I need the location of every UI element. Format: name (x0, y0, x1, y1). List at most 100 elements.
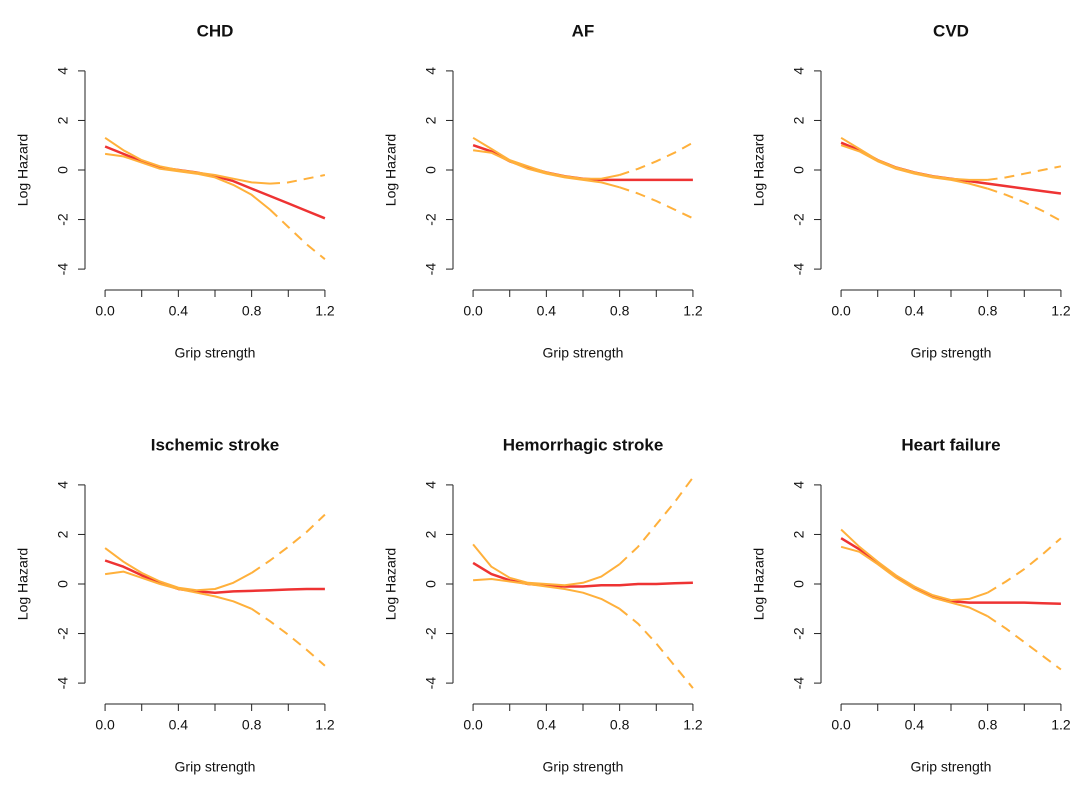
y-tick-label: -4 (791, 263, 807, 276)
panel-title: Heart failure (901, 435, 1000, 454)
line (104, 136, 271, 185)
ci-line-dashed (987, 615, 1062, 671)
ci-line-dashed (251, 513, 326, 574)
x-tick-label: 0.4 (169, 717, 189, 733)
x-tick-label: 0.0 (831, 717, 851, 733)
panel: AF Grip strength Log Hazard 0.0 0.4 0.8 1.2 -4 -… (383, 21, 703, 360)
y-tick-label: -4 (55, 677, 71, 690)
x-tick-label: 1.2 (1051, 717, 1071, 733)
x-axis-label: Grip strength (911, 345, 992, 361)
panel: Heart failure Grip strength Log Hazard 0.0 0… (751, 435, 1071, 774)
line (104, 547, 253, 592)
y-axis-label: Log Hazard (15, 134, 31, 206)
y-tick-label: -4 (791, 677, 807, 690)
x-axis-label: Grip strength (543, 345, 624, 361)
ci-line-dashed (251, 607, 326, 667)
x-tick-label: 0.8 (978, 717, 998, 733)
y-tick-label: 4 (423, 67, 439, 75)
line (104, 152, 271, 211)
line (104, 559, 325, 594)
x-axis-label: Grip strength (543, 759, 624, 775)
y-axis-label: Log Hazard (751, 548, 767, 620)
line (472, 149, 620, 189)
y-tick-label: -2 (55, 627, 71, 640)
y-axis-label: Log Hazard (751, 134, 767, 206)
line (840, 545, 989, 618)
ci-line-dashed (987, 537, 1062, 594)
y-axis-label: Log Hazard (383, 134, 399, 206)
y-tick-label: 4 (791, 67, 807, 75)
panel: CHD Grip strength Log Hazard 0.0 0.4 0.8 1.2 -4… (15, 21, 335, 360)
line (472, 543, 621, 587)
y-tick-label: 2 (55, 530, 71, 538)
panel: CVD Grip strength Log Hazard 0.0 0.4 0.8 1.2 -4… (751, 21, 1071, 360)
panel-title: Ischemic stroke (151, 435, 280, 454)
x-tick-label: 0.8 (242, 717, 262, 733)
x-tick-label: 0.0 (95, 303, 115, 319)
x-tick-label: 0.8 (610, 303, 630, 319)
x-tick-label: 0.4 (905, 717, 925, 733)
line (104, 570, 252, 610)
y-tick-label: 4 (55, 481, 71, 489)
panel-title: AF (572, 21, 595, 40)
y-tick-label: 2 (55, 116, 71, 124)
y-tick-label: -2 (55, 213, 71, 226)
y-tick-label: -2 (423, 213, 439, 226)
y-axis-label: Log Hazard (383, 548, 399, 620)
y-tick-label: 2 (791, 530, 807, 538)
x-tick-label: 1.2 (1051, 303, 1071, 319)
y-tick-label: 2 (423, 530, 439, 538)
y-tick-label: -2 (423, 627, 439, 640)
x-tick-label: 0.0 (831, 303, 851, 319)
ci-line-dashed (269, 174, 326, 185)
x-tick-label: 0.8 (242, 303, 262, 319)
ci-line-dashed (619, 141, 694, 176)
y-tick-label: 0 (791, 580, 807, 588)
x-tick-label: 1.2 (315, 303, 335, 319)
line (840, 141, 1062, 195)
x-tick-label: 0.4 (169, 303, 189, 319)
y-tick-label: -2 (791, 213, 807, 226)
line (472, 136, 620, 180)
x-tick-label: 0.8 (978, 303, 998, 319)
x-axis-label: Grip strength (911, 759, 992, 775)
ci-line-dashed (987, 187, 1062, 222)
x-tick-label: 0.4 (537, 717, 557, 733)
line (840, 144, 988, 190)
y-tick-label: -4 (423, 677, 439, 690)
x-tick-label: 0.0 (463, 303, 483, 319)
line (104, 145, 326, 220)
y-tick-label: 2 (791, 116, 807, 124)
y-tick-label: -4 (423, 263, 439, 276)
panel: Hemorrhagic stroke Grip strength Log Hazar… (383, 435, 703, 774)
panel-title: Hemorrhagic stroke (503, 435, 664, 454)
x-axis-label: Grip strength (175, 345, 256, 361)
line (473, 578, 621, 610)
panel: Ischemic stroke Grip strength Log Hazard 0.… (15, 435, 335, 774)
line (472, 144, 693, 182)
line (472, 561, 693, 588)
x-tick-label: 0.8 (610, 717, 630, 733)
y-tick-label: 2 (423, 116, 439, 124)
y-tick-label: 4 (423, 481, 439, 489)
y-tick-label: 0 (791, 166, 807, 174)
y-tick-label: -2 (791, 627, 807, 640)
y-tick-label: 4 (791, 481, 807, 489)
line (840, 537, 1061, 606)
x-tick-label: 1.2 (315, 717, 335, 733)
ci-line-dashed (618, 476, 694, 565)
line (840, 136, 988, 181)
y-axis-label: Log Hazard (15, 548, 31, 620)
line (840, 528, 988, 602)
ci-line-dashed (987, 165, 1062, 181)
x-tick-label: 0.4 (905, 303, 925, 319)
x-tick-label: 0.0 (95, 717, 115, 733)
ci-line-dashed (618, 608, 694, 689)
y-tick-label: -4 (55, 263, 71, 276)
panel-title: CVD (933, 21, 969, 40)
x-tick-label: 1.2 (683, 303, 703, 319)
ci-line-dashed (619, 186, 694, 220)
x-tick-label: 1.2 (683, 717, 703, 733)
x-tick-label: 0.0 (463, 717, 483, 733)
